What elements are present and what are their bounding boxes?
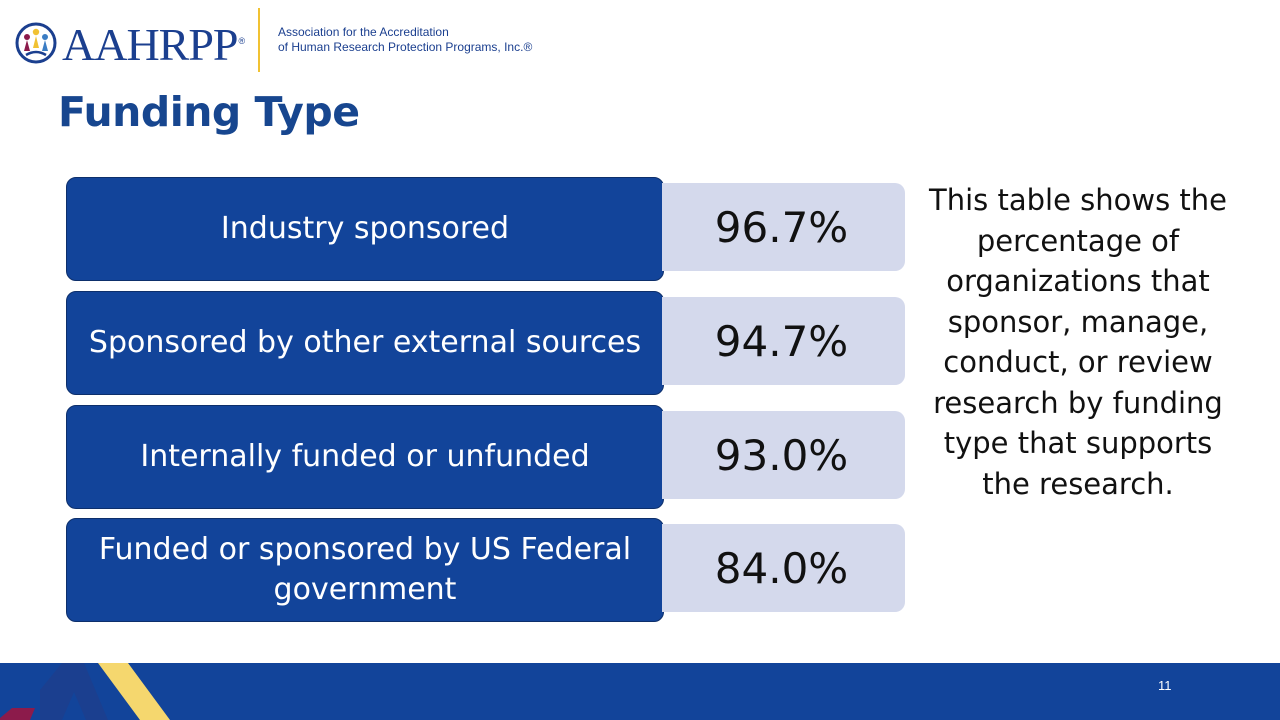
table-row: Funded or sponsored by US Federal govern… [66, 518, 906, 624]
page-title: Funding Type [58, 88, 360, 136]
table-description: This table shows the percentage of organ… [928, 183, 1227, 501]
tagline-line-1: Association for the Accreditation [278, 25, 449, 39]
row-label: Sponsored by other external sources [66, 291, 664, 395]
row-value: 93.0% [714, 430, 849, 480]
row-value: 96.7% [714, 202, 849, 252]
row-value-cell: 84.0% [662, 524, 905, 612]
page-number: 11 [1158, 678, 1172, 693]
logo-tagline: Association for the Accreditation of Hum… [278, 25, 532, 55]
footer-bar [0, 663, 1280, 720]
table-row: Sponsored by other external sources 94.7… [66, 291, 906, 397]
tagline-line-2: of Human Research Protection Programs, I… [278, 40, 533, 54]
table-row: Industry sponsored 96.7% [66, 177, 906, 283]
table-row: Internally funded or unfunded 93.0% [66, 405, 906, 511]
row-value-cell: 94.7% [662, 297, 905, 385]
row-label: Industry sponsored [66, 177, 664, 281]
people-circle-logo-icon [15, 22, 57, 64]
logo-registered-mark: ® [238, 36, 246, 46]
row-value: 84.0% [714, 543, 849, 593]
logo-divider [258, 8, 260, 72]
row-value-cell: 93.0% [662, 411, 905, 499]
row-label: Funded or sponsored by US Federal govern… [66, 518, 664, 622]
aahrpp-logo: AAHRPP ® [14, 12, 245, 74]
logo-wordmark: AAHRPP [62, 19, 239, 70]
row-value-cell: 96.7% [662, 183, 905, 271]
row-value: 94.7% [714, 316, 849, 366]
footer-decorative-chevrons [0, 663, 170, 720]
row-label: Internally funded or unfunded [66, 405, 664, 509]
